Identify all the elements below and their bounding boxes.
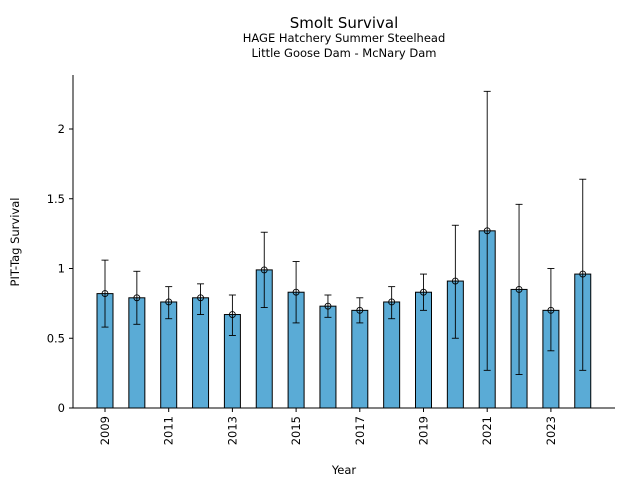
point-marker-2023 [547, 306, 555, 314]
x-tick-label: 2015 [289, 416, 303, 445]
point-marker-2013 [228, 311, 236, 318]
bar-2017 [351, 309, 369, 409]
point-marker-2017 [356, 306, 364, 314]
x-axis-label: Year [331, 463, 357, 477]
y-tick-label: 0.5 [47, 331, 65, 345]
point-marker-2014 [260, 266, 268, 274]
point-marker-2022 [515, 285, 523, 293]
point-marker-2015 [292, 288, 300, 296]
y-tick-label: 2 [58, 122, 65, 136]
point-marker-2018 [388, 298, 396, 306]
plot-area: 0 0.5 1 1.5 2 2009 2011 2013 2015 2017 2019 2021 202… [47, 75, 615, 445]
bar-2016 [319, 305, 337, 409]
x-tick-label: 2021 [480, 416, 494, 445]
x-tick-label: 2009 [98, 416, 112, 445]
x-tick-label: 2023 [544, 416, 558, 445]
y-tick-label: 1 [58, 262, 65, 276]
point-marker-2019 [420, 288, 427, 296]
point-marker-2010 [133, 294, 141, 302]
x-tick-label: 2011 [162, 416, 176, 445]
x-tick-label: 2017 [353, 416, 367, 445]
x-tick-label: 2013 [225, 416, 239, 445]
point-marker-2024 [579, 270, 587, 278]
chart-subtitle-line-1: HAGE Hatchery Summer Steelhead [243, 31, 446, 45]
y-tick-label: 1.5 [47, 192, 65, 206]
x-tick-label: 2019 [417, 416, 431, 445]
point-marker-2021 [483, 227, 491, 235]
point-marker-2020 [451, 277, 459, 285]
y-tick-label: 0 [58, 401, 65, 415]
point-marker-2016 [324, 302, 332, 310]
point-marker-2011 [165, 298, 173, 306]
point-marker-2009 [101, 290, 109, 298]
chart-title: Smolt Survival [290, 14, 399, 32]
point-marker-2012 [197, 294, 205, 302]
chart-subtitle-line-2: Little Goose Dam - McNary Dam [251, 46, 436, 60]
y-axis-label: PIT-Tag Survival [8, 198, 22, 287]
